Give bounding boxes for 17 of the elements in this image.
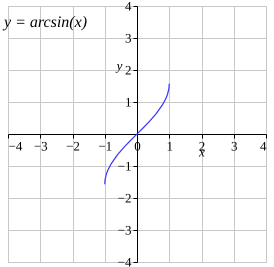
chart-title: y = arcsin(x)	[2, 14, 88, 31]
x-tick-label: −2	[66, 138, 80, 154]
y-tick-label: −3	[118, 222, 132, 238]
y-tick-label: 4	[125, 0, 132, 14]
y-axis-title: y	[114, 58, 123, 74]
y-tick-label: 2	[125, 62, 132, 78]
x-tick-label: 4	[260, 138, 267, 154]
x-tick-label: 1	[166, 138, 173, 154]
y-tick-label: −1	[118, 158, 132, 174]
x-tick-label: −3	[34, 138, 48, 154]
x-tick-label: −4	[8, 138, 23, 154]
x-tick-label: 3	[231, 138, 238, 154]
y-tick-label: 1	[125, 94, 132, 110]
y-tick-label: −4	[118, 254, 132, 267]
x-tick-label: −1	[98, 138, 112, 154]
y-tick-label: 3	[125, 30, 132, 46]
y-tick-label: −2	[118, 190, 132, 206]
